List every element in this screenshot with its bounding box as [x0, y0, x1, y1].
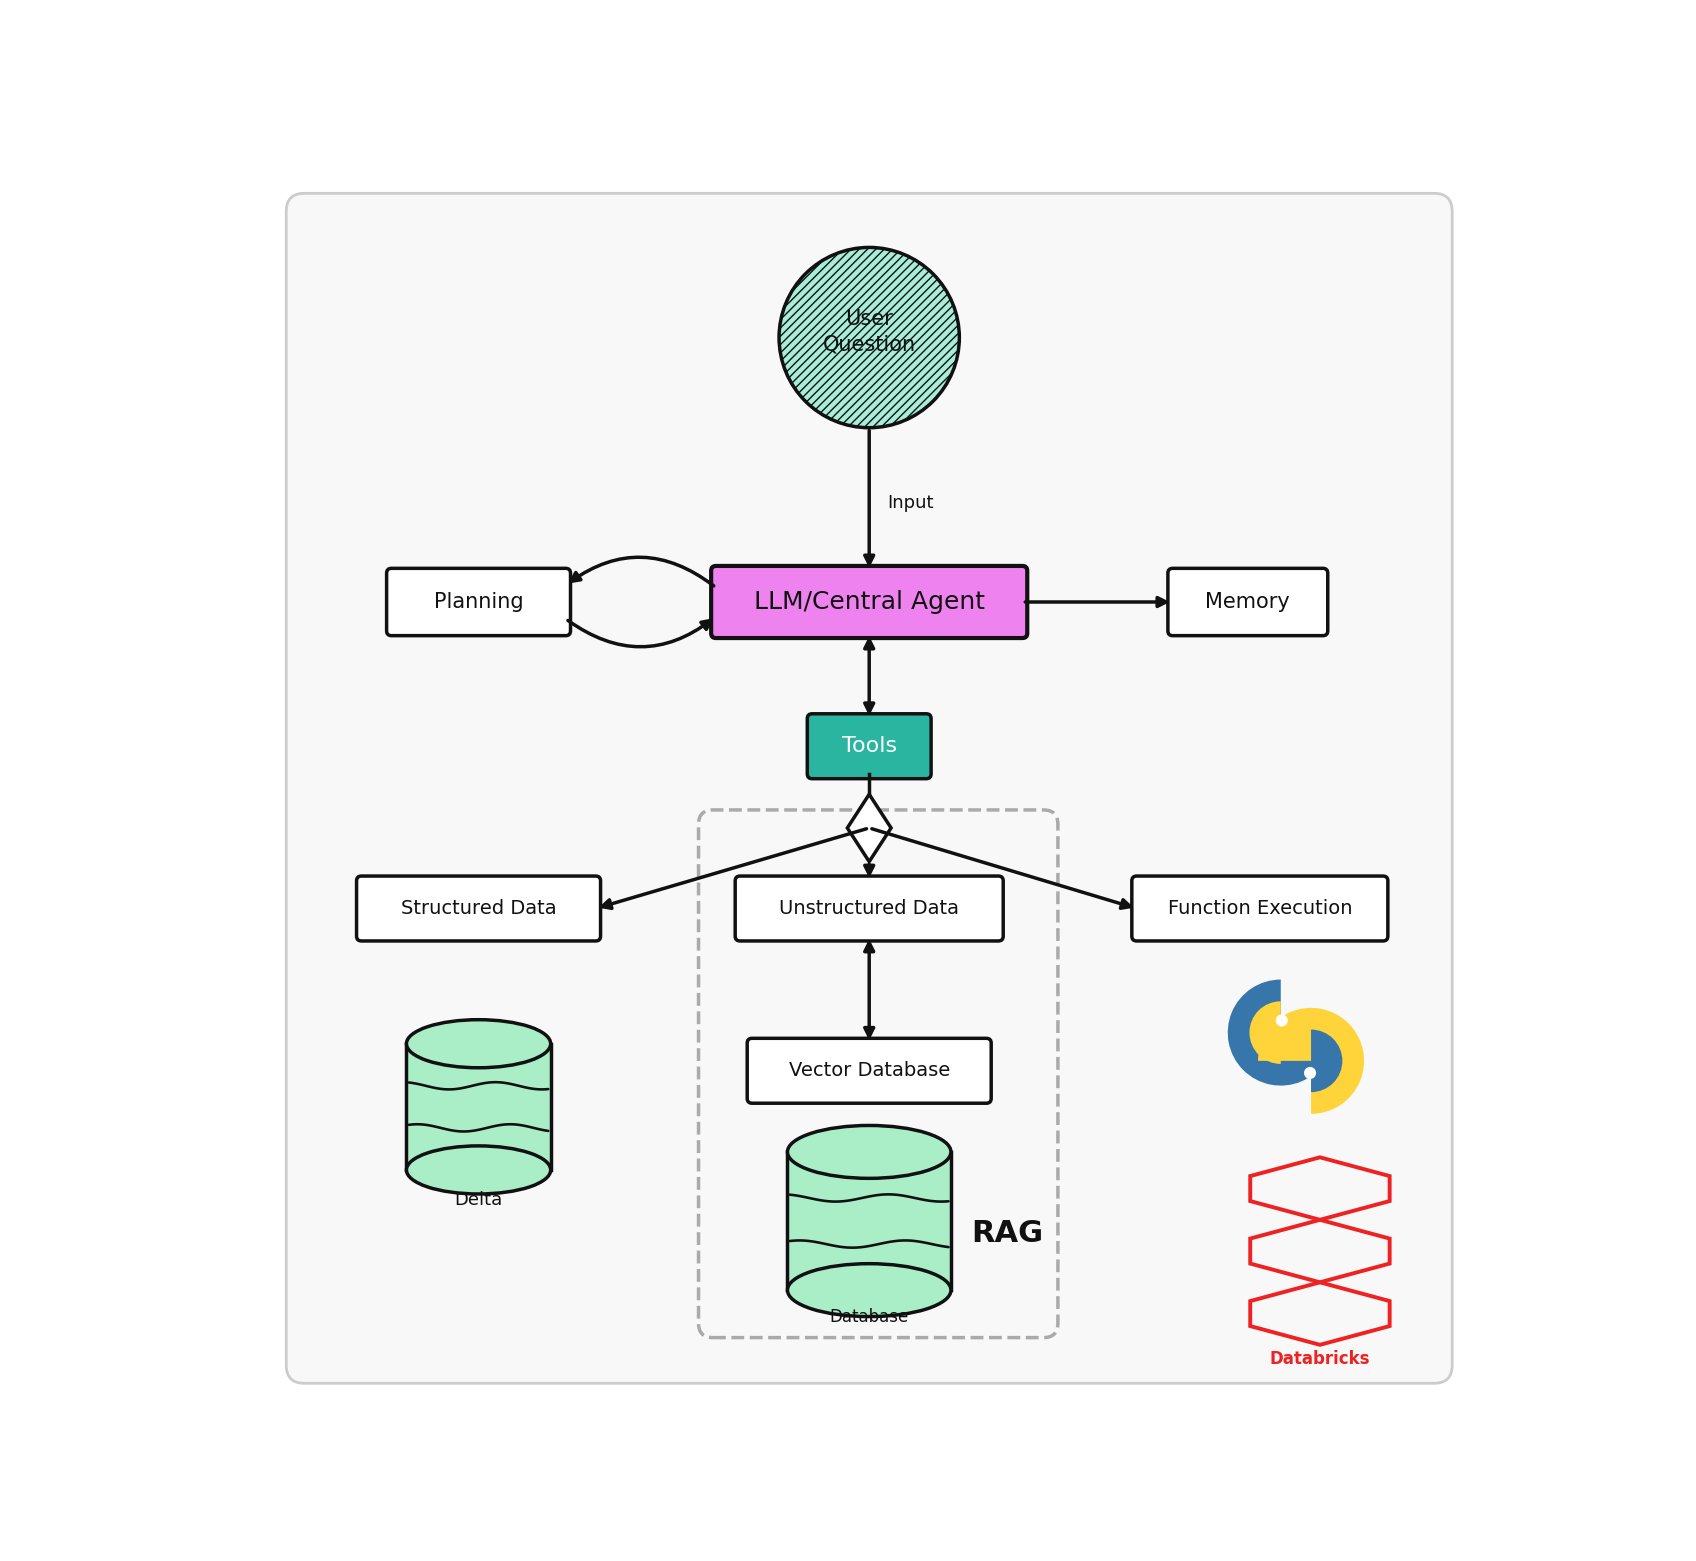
FancyBboxPatch shape [1131, 876, 1387, 941]
Text: Tools: Tools [841, 737, 897, 756]
FancyBboxPatch shape [287, 194, 1452, 1383]
FancyBboxPatch shape [748, 1038, 990, 1104]
Ellipse shape [787, 1125, 951, 1179]
Text: Delta: Delta [455, 1191, 502, 1208]
Wedge shape [1258, 1008, 1364, 1115]
FancyBboxPatch shape [711, 567, 1028, 638]
Text: User
Question: User Question [823, 309, 916, 354]
FancyBboxPatch shape [807, 713, 931, 779]
Circle shape [1304, 1066, 1316, 1079]
FancyBboxPatch shape [734, 876, 1004, 941]
Text: RAG: RAG [972, 1219, 1043, 1247]
Polygon shape [848, 795, 890, 862]
Ellipse shape [407, 1019, 551, 1068]
Text: Databricks: Databricks [1270, 1350, 1370, 1369]
Ellipse shape [787, 1264, 951, 1316]
Wedge shape [1228, 980, 1333, 1085]
FancyBboxPatch shape [1169, 568, 1328, 635]
Text: Database: Database [829, 1308, 909, 1325]
Text: Input: Input [887, 495, 934, 512]
Ellipse shape [407, 1146, 551, 1194]
FancyBboxPatch shape [387, 568, 570, 635]
FancyBboxPatch shape [356, 876, 600, 941]
Text: Unstructured Data: Unstructured Data [778, 899, 960, 918]
Text: Structured Data: Structured Data [400, 899, 556, 918]
Text: Vector Database: Vector Database [789, 1061, 950, 1080]
Wedge shape [1250, 1001, 1280, 1065]
Text: Memory: Memory [1206, 592, 1291, 612]
Bar [787, 1152, 951, 1289]
Text: Function Execution: Function Execution [1167, 899, 1352, 918]
Text: LLM/Central Agent: LLM/Central Agent [753, 590, 985, 613]
Circle shape [778, 247, 960, 428]
Bar [407, 1044, 551, 1169]
Wedge shape [1311, 1030, 1342, 1093]
FancyArrowPatch shape [572, 557, 714, 585]
FancyArrowPatch shape [568, 620, 711, 646]
Text: Planning: Planning [434, 592, 524, 612]
Circle shape [1275, 1015, 1287, 1027]
